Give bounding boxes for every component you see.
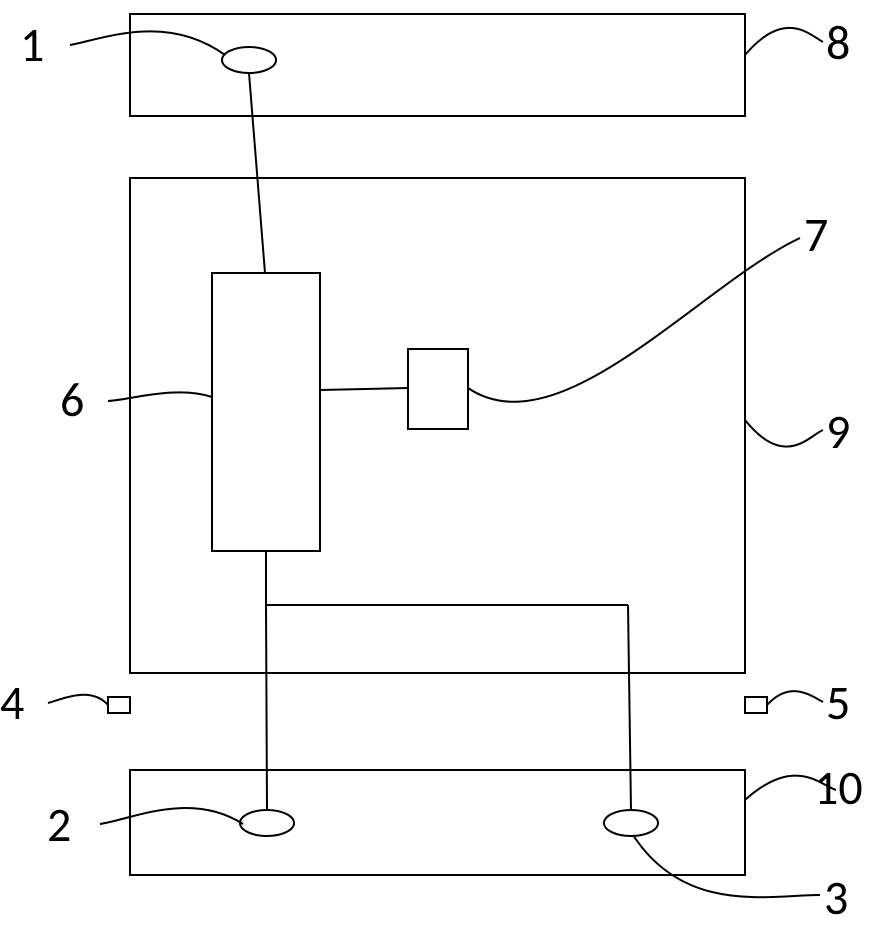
label-2: 2: [47, 795, 71, 854]
nub-right: [745, 697, 767, 713]
label-3: 3: [824, 868, 848, 927]
label-4: 4: [0, 673, 24, 732]
lead-ld9: [745, 420, 823, 447]
label-1: 1: [20, 15, 44, 74]
label-9: 9: [826, 402, 850, 461]
diagram-canvas: [0, 0, 886, 939]
lead-ld4: [48, 695, 108, 705]
line-to-2: [266, 605, 267, 810]
label-7: 7: [804, 205, 828, 264]
nub-left: [108, 697, 130, 713]
label-8: 8: [826, 13, 850, 72]
label-6: 6: [60, 370, 84, 429]
label-10: 10: [814, 758, 863, 817]
label-5: 5: [826, 673, 850, 732]
block-7: [408, 349, 468, 429]
lead-ld8: [745, 28, 823, 55]
top-bar: [130, 14, 745, 116]
block-6: [212, 273, 320, 551]
lead-ld5: [767, 691, 823, 705]
